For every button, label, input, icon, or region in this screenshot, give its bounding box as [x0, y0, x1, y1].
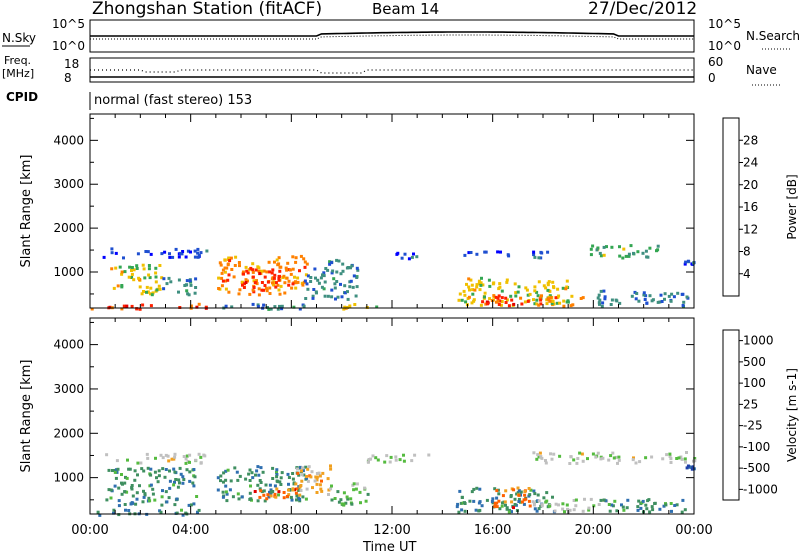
- velocity-panel: 1000 2000 3000 4000 Slant Range [km] 1000 500 1…: [19, 317, 799, 517]
- power-echo-region: [532, 250, 550, 260]
- time-tick-label: 16:00: [474, 523, 511, 538]
- velocity-colorbar-tick-label: -1000: [743, 482, 778, 496]
- power-colorbar-tick-label: 4: [743, 267, 751, 281]
- velocity-ylabel: Slant Range [km]: [19, 360, 34, 473]
- power-echo-region: [537, 294, 585, 308]
- time-tick-label: 12:00: [373, 523, 410, 538]
- power-echo-region: [303, 258, 360, 301]
- velocity-ytick-label: 2000: [53, 426, 84, 440]
- velocity-colorbar-label: Velocity [m s-1]: [785, 368, 799, 462]
- cpid-label: CPID: [6, 90, 38, 104]
- power-echo-region: [463, 250, 511, 258]
- time-tick-label: 20:00: [575, 523, 612, 538]
- power-colorbar-tick-label: 28: [743, 133, 758, 147]
- power-ylabel: Slant Range [km]: [19, 155, 34, 268]
- velocity-colorbar-tick-label: -100: [743, 440, 770, 454]
- power-colorbar-frame: [722, 117, 740, 297]
- cpid-text: normal (fast stereo) 153: [94, 93, 252, 108]
- power-ytick-label: 2000: [53, 221, 84, 235]
- velocity-colorbar-tick-label: 1000: [743, 334, 774, 348]
- velocity-echo-region: [291, 464, 333, 497]
- power-ytick-label: 1000: [53, 265, 84, 279]
- power-colorbar-tick-label: 16: [743, 200, 758, 214]
- power-colorbar-tick-label: 20: [743, 178, 758, 192]
- velocity-colorbar-tick-label: -500: [743, 461, 770, 475]
- nsky-label: N.Sky: [2, 31, 36, 45]
- nsearch-tick-bottom: 10^0: [708, 39, 741, 53]
- velocity-echo-region: [531, 497, 609, 514]
- freq-tick-bottom: 8: [64, 71, 72, 85]
- velocity-colorbar-tick-label: -25: [743, 419, 763, 433]
- power-colorbar-label: Power [dB]: [785, 174, 799, 239]
- power-echo-region: [589, 244, 660, 260]
- nsky-tick-bottom: 10^0: [52, 39, 85, 53]
- velocity-colorbar-frame: [722, 329, 740, 501]
- velocity-colorbar-tick-label: 500: [743, 355, 766, 369]
- power-echo-region: [102, 247, 209, 260]
- velocity-echo-region: [330, 482, 370, 507]
- date-label: 27/Dec/2012: [588, 0, 697, 19]
- time-tick-label: 00:00: [675, 523, 712, 538]
- velocity-plot-bg: [90, 318, 694, 514]
- velocity-colorbar-tick-label: 100: [743, 376, 766, 390]
- nave-label: Nave: [746, 63, 777, 77]
- velocity-echo-region: [599, 498, 687, 514]
- power-colorbar-tick-label: 24: [743, 156, 758, 170]
- freq-unit-label: [MHz]: [2, 67, 34, 80]
- power-ytick-label: 3000: [53, 177, 84, 191]
- nsky-trace: [90, 31, 694, 37]
- time-tick-label: 08:00: [273, 523, 310, 538]
- station-title: Zhongshan Station (fitACF): [92, 0, 322, 19]
- velocity-echo-region: [216, 465, 309, 503]
- velocity-echo-region: [105, 452, 207, 465]
- power-echo-region: [162, 276, 198, 297]
- power-echo-region: [596, 289, 690, 308]
- power-colorbar-tick-label: 12: [743, 222, 758, 236]
- power-ytick-label: 4000: [53, 133, 84, 147]
- velocity-echo-region: [105, 466, 199, 508]
- nave-trace: [90, 69, 694, 74]
- velocity-colorbar-tick-label: 25: [743, 397, 758, 411]
- time-axis: 00:00 04:00 08:00 12:00 16:00 20:00 00:00: [71, 523, 712, 538]
- nsearch-tick-top: 10^5: [708, 17, 741, 31]
- power-colorbar-tick-label: 8: [743, 245, 751, 259]
- nave-tick-bottom: 0: [708, 71, 716, 85]
- velocity-ytick-label: 1000: [53, 471, 84, 485]
- x-axis-label: Time UT: [362, 540, 416, 554]
- nsky-tick-top: 10^5: [52, 17, 85, 31]
- nave-tick-top: 60: [708, 55, 723, 69]
- power-echo-region: [110, 263, 164, 297]
- velocity-echo-region: [366, 453, 431, 464]
- time-tick-label: 00:00: [71, 523, 108, 538]
- time-tick-label: 04:00: [172, 523, 209, 538]
- freq-tick-top: 18: [64, 57, 79, 71]
- power-plot-bg: [90, 114, 694, 308]
- power-panel: 1000 2000 3000 4000 Slant Range [km] 4 8 12 16 20…: [19, 113, 799, 311]
- velocity-echo-region: [493, 486, 532, 510]
- freq-label: Freq.: [4, 54, 31, 67]
- velocity-echo-region: [253, 487, 299, 501]
- nsearch-label: N.Search: [746, 29, 800, 43]
- power-echo-region: [241, 268, 292, 292]
- beam-label: Beam 14: [372, 0, 439, 18]
- power-echo-region: [395, 251, 419, 261]
- velocity-ytick-label: 3000: [53, 382, 84, 396]
- velocity-ytick-label: 4000: [53, 338, 84, 352]
